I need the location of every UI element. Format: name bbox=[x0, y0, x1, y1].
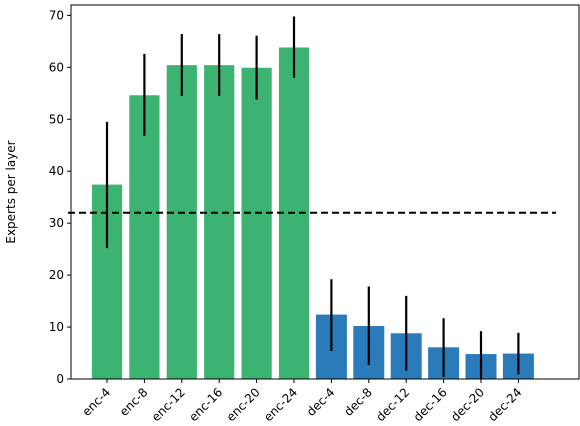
bar-enc-16 bbox=[203, 64, 236, 380]
plot-frame bbox=[70, 4, 580, 380]
x-tick-label-enc-20: enc-20 bbox=[224, 385, 263, 424]
x-tick-label-dec-24: dec-24 bbox=[485, 385, 524, 424]
x-tick-label-enc-12: enc-12 bbox=[149, 385, 188, 424]
x-tick-label-dec-12: dec-12 bbox=[373, 385, 412, 424]
x-tick-label-dec-16: dec-16 bbox=[411, 385, 450, 424]
y-tick-label-70: 70 bbox=[49, 8, 64, 22]
bar-enc-8 bbox=[128, 94, 161, 380]
y-tick-label-10: 10 bbox=[49, 320, 64, 334]
x-tick-label-dec-20: dec-20 bbox=[448, 385, 487, 424]
error-bars-layer bbox=[105, 16, 520, 379]
y-tick-label-30: 30 bbox=[49, 216, 64, 230]
x-tick-label-enc-16: enc-16 bbox=[186, 385, 225, 424]
bar-enc-20 bbox=[240, 66, 273, 380]
y-tick-label-0: 0 bbox=[56, 372, 64, 386]
y-axis: 0 10 20 30 40 50 60 70 bbox=[49, 8, 71, 386]
bar-enc-12 bbox=[165, 64, 198, 380]
x-tick-label-enc-8: enc-8 bbox=[117, 385, 151, 419]
bars-layer bbox=[91, 46, 534, 380]
y-tick-label-50: 50 bbox=[49, 112, 64, 126]
x-tick-label-enc-4: enc-4 bbox=[79, 385, 113, 419]
y-tick-label-60: 60 bbox=[49, 60, 64, 74]
y-axis-label: Experts per layer bbox=[4, 140, 18, 243]
y-tick-label-40: 40 bbox=[49, 164, 64, 178]
y-tick-label-20: 20 bbox=[49, 268, 64, 282]
x-tick-label-dec-8: dec-8 bbox=[341, 385, 375, 419]
x-tick-label-enc-24: enc-24 bbox=[261, 385, 300, 424]
x-tick-label-dec-4: dec-4 bbox=[304, 385, 338, 419]
